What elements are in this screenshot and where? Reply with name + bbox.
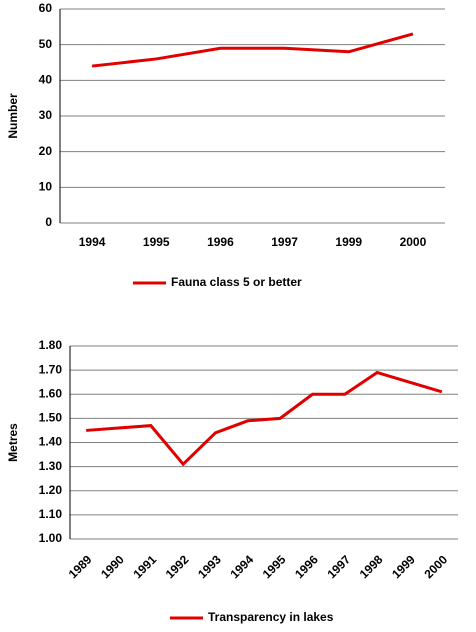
x-tick-label: 1994 bbox=[227, 552, 256, 581]
data-line bbox=[91, 32, 414, 68]
y-tick-label: 60 bbox=[39, 1, 53, 15]
x-tick-label: 1999 bbox=[335, 235, 362, 249]
y-tick-label: 1.10 bbox=[39, 507, 63, 521]
y-tick-label: 1.80 bbox=[39, 338, 63, 352]
y-tick-label: 20 bbox=[39, 144, 53, 158]
y-tick-label: 0 bbox=[45, 215, 52, 229]
y-tick-label: 1.20 bbox=[39, 483, 63, 497]
y-tick-label: 1.50 bbox=[39, 411, 63, 425]
y-tick-label: 1.00 bbox=[39, 531, 63, 545]
legend-label: Fauna class 5 or better bbox=[171, 275, 302, 289]
x-tick-label: 1991 bbox=[130, 552, 159, 581]
legend-label: Transparency in lakes bbox=[208, 610, 334, 624]
y-tick-label: 1.30 bbox=[39, 459, 63, 473]
y-tick-label: 1.40 bbox=[39, 435, 63, 449]
x-tick-label: 1998 bbox=[357, 552, 386, 581]
y-tick-label: 40 bbox=[39, 73, 53, 87]
x-tick-label: 1999 bbox=[389, 552, 418, 581]
y-tick-label: 1.60 bbox=[39, 386, 63, 400]
x-tick-label: 1992 bbox=[163, 552, 192, 581]
x-tick-label: 1990 bbox=[98, 552, 127, 581]
y-axis-title: Metres bbox=[6, 423, 20, 462]
y-axis-title: Number bbox=[6, 93, 20, 139]
x-tick-label: 2000 bbox=[400, 235, 427, 249]
x-tick-label: 1996 bbox=[207, 235, 234, 249]
x-tick-label: 1989 bbox=[66, 552, 95, 581]
x-tick-label: 1995 bbox=[143, 235, 170, 249]
x-tick-label: 1997 bbox=[324, 552, 353, 581]
x-tick-label: 1993 bbox=[195, 552, 224, 581]
data-line bbox=[86, 370, 443, 467]
x-tick-label: 1997 bbox=[271, 235, 298, 249]
y-tick-label: 30 bbox=[39, 108, 53, 122]
y-tick-label: 1.70 bbox=[39, 362, 63, 376]
y-tick-label: 50 bbox=[39, 37, 53, 51]
x-tick-label: 1995 bbox=[260, 552, 289, 581]
x-tick-label: 2000 bbox=[421, 552, 450, 581]
x-tick-label: 1994 bbox=[79, 235, 106, 249]
y-tick-label: 10 bbox=[39, 180, 53, 194]
x-tick-label: 1996 bbox=[292, 552, 321, 581]
